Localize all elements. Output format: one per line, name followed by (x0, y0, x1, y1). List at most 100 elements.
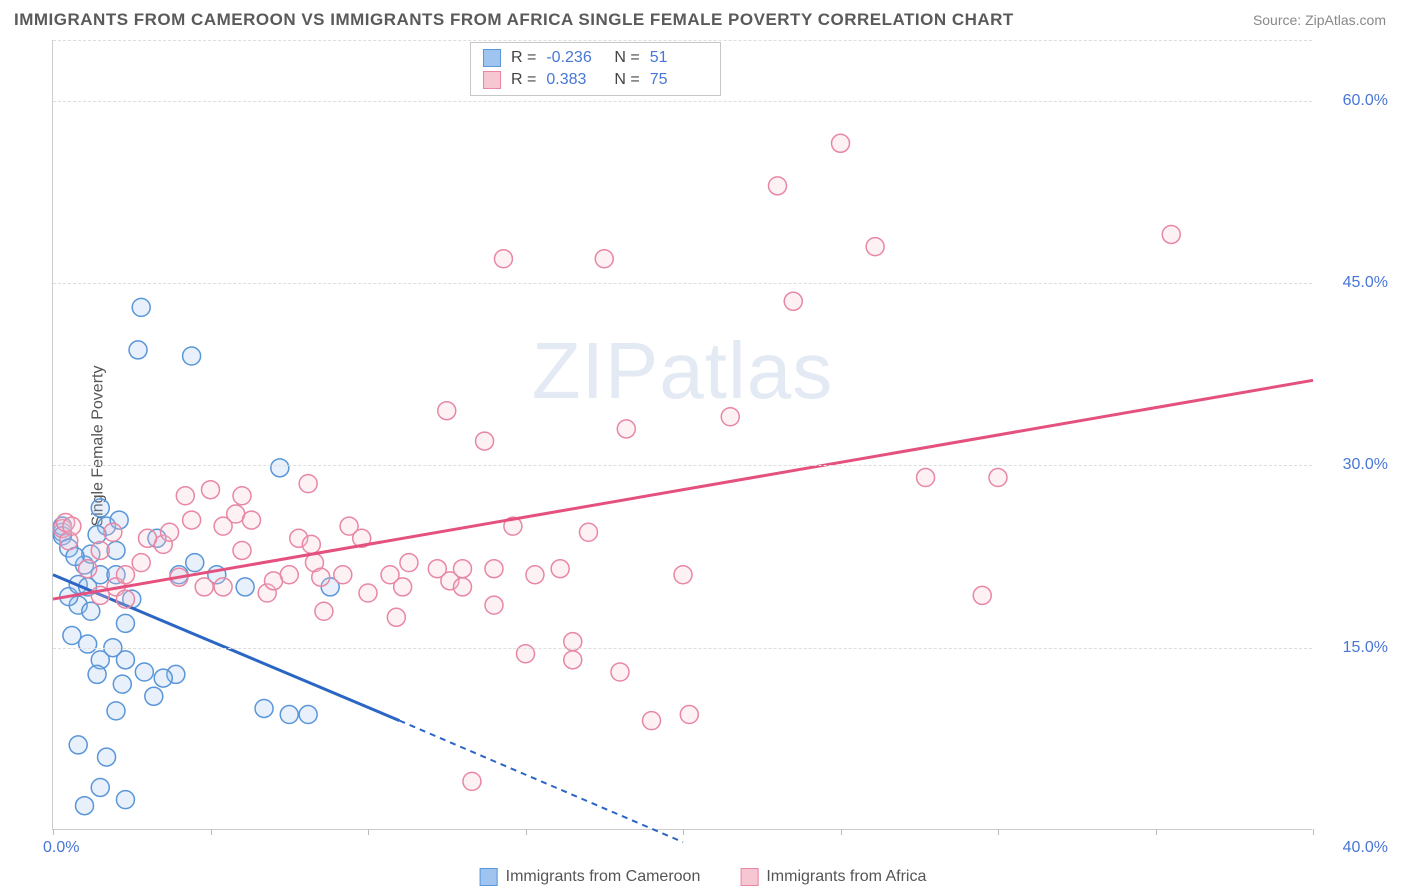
data-point (116, 566, 134, 584)
stats-r-label: R = (511, 49, 536, 67)
data-point (315, 602, 333, 620)
data-point (674, 566, 692, 584)
stats-r-value: -0.236 (546, 49, 604, 67)
legend-swatch-icon (480, 868, 498, 886)
data-point (255, 699, 273, 717)
x-axis-min-label: 0.0% (43, 839, 79, 857)
data-point (233, 541, 251, 559)
data-point (113, 675, 131, 693)
gridline (53, 648, 1312, 649)
stats-n-label: N = (614, 71, 639, 89)
data-point (116, 791, 134, 809)
gridline (53, 40, 1312, 41)
data-point (91, 541, 109, 559)
data-point (832, 134, 850, 152)
x-tick (211, 829, 212, 835)
data-point (214, 578, 232, 596)
x-tick (1313, 829, 1314, 835)
data-point (107, 702, 125, 720)
data-point (91, 499, 109, 517)
data-point (769, 177, 787, 195)
gridline (53, 101, 1312, 102)
data-point (79, 560, 97, 578)
data-point (485, 560, 503, 578)
gridline (53, 465, 1312, 466)
data-point (63, 517, 81, 535)
chart-title: IMMIGRANTS FROM CAMEROON VS IMMIGRANTS F… (14, 10, 1014, 30)
data-point (643, 712, 661, 730)
data-point (139, 529, 157, 547)
data-point (116, 651, 134, 669)
y-tick-label: 30.0% (1322, 456, 1388, 474)
data-point (394, 578, 412, 596)
stats-swatch-icon (483, 49, 501, 67)
data-point (176, 487, 194, 505)
y-tick-label: 60.0% (1322, 92, 1388, 110)
data-point (202, 481, 220, 499)
data-point (104, 523, 122, 541)
data-point (183, 511, 201, 529)
data-point (917, 469, 935, 487)
data-point (186, 554, 204, 572)
data-point (989, 469, 1007, 487)
gridline (53, 283, 1312, 284)
legend-bottom: Immigrants from Cameroon Immigrants from… (480, 868, 927, 886)
data-point (866, 238, 884, 256)
data-point (129, 341, 147, 359)
data-point (680, 706, 698, 724)
data-point (551, 560, 569, 578)
data-point (1162, 225, 1180, 243)
data-point (88, 526, 106, 544)
stats-swatch-icon (483, 71, 501, 89)
stats-r-label: R = (511, 71, 536, 89)
data-point (526, 566, 544, 584)
data-point (154, 669, 172, 687)
scatter-svg (53, 40, 1312, 829)
data-point (463, 772, 481, 790)
stats-n-value: 51 (650, 49, 708, 67)
data-point (485, 596, 503, 614)
x-tick (53, 829, 54, 835)
data-point (135, 663, 153, 681)
legend-item: Immigrants from Africa (740, 868, 926, 886)
data-point (76, 797, 94, 815)
y-tick-label: 45.0% (1322, 274, 1388, 292)
data-point (145, 687, 163, 705)
data-point (302, 535, 320, 553)
data-point (312, 568, 330, 586)
x-tick (683, 829, 684, 835)
data-point (454, 578, 472, 596)
data-point (299, 706, 317, 724)
x-tick (998, 829, 999, 835)
data-point (242, 511, 260, 529)
data-point (400, 554, 418, 572)
data-point (91, 778, 109, 796)
correlation-stats-box: R = -0.236 N = 51 R = 0.383 N = 75 (470, 42, 721, 96)
data-point (183, 347, 201, 365)
stats-n-label: N = (614, 49, 639, 67)
chart-plot-area: ZIPatlas 0.0% 40.0% 15.0%30.0%45.0%60.0% (52, 40, 1312, 830)
data-point (387, 608, 405, 626)
stats-row: R = -0.236 N = 51 (479, 47, 712, 69)
data-point (63, 627, 81, 645)
trend-line-extrapolated (400, 721, 684, 843)
legend-swatch-icon (740, 868, 758, 886)
data-point (116, 590, 134, 608)
data-point (334, 566, 352, 584)
x-tick (1156, 829, 1157, 835)
data-point (973, 586, 991, 604)
stats-n-value: 75 (650, 71, 708, 89)
data-point (132, 298, 150, 316)
data-point (438, 402, 456, 420)
data-point (271, 459, 289, 477)
data-point (494, 250, 512, 268)
data-point (359, 584, 377, 602)
stats-row: R = 0.383 N = 75 (479, 69, 712, 91)
data-point (265, 572, 283, 590)
x-tick (841, 829, 842, 835)
data-point (595, 250, 613, 268)
data-point (611, 663, 629, 681)
data-point (617, 420, 635, 438)
data-point (82, 602, 100, 620)
data-point (280, 706, 298, 724)
